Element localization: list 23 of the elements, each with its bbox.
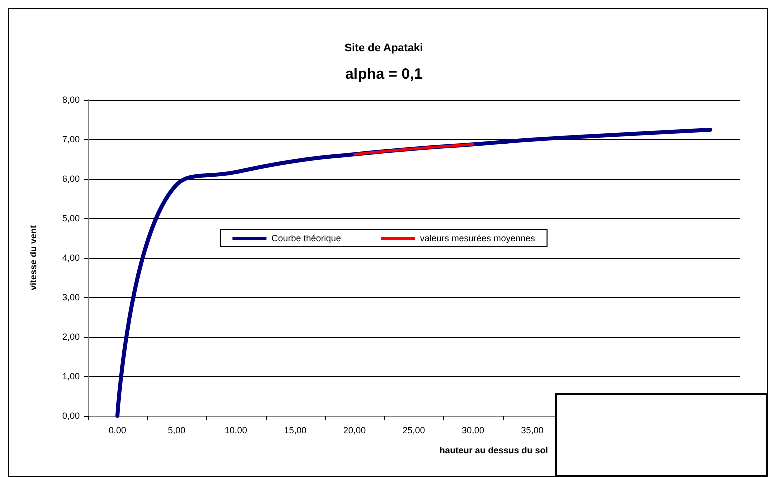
chart-title: Site de Apataki: [344, 42, 424, 54]
x-tick-label: 25,00: [402, 426, 426, 436]
chart-subtitle: alpha = 0,1: [345, 66, 423, 83]
y-tick-label: 4,00: [62, 253, 80, 263]
y-axis-title: vitesse du vent: [28, 225, 38, 291]
y-tick-label: 1,00: [62, 372, 80, 382]
y-tick-label: 0,00: [62, 411, 80, 421]
y-tick-label: 8,00: [62, 95, 80, 105]
x-tick-label: 20,00: [343, 426, 366, 436]
x-tick-label: 0,00: [108, 426, 126, 436]
x-tick-label: 30,00: [462, 426, 485, 436]
x-axis-title: hauteur au dessus du sol: [440, 446, 548, 456]
y-tick-label: 6,00: [62, 174, 80, 184]
x-tick-label: 15,00: [284, 426, 307, 436]
y-tick-label: 5,00: [62, 214, 80, 224]
y-tick-label: 3,00: [62, 292, 80, 302]
legend-label: Courbe théorique: [272, 234, 342, 244]
legend-label: valeurs mesurées moyennes: [420, 234, 536, 244]
y-tick-label: 7,00: [62, 134, 80, 144]
x-tick-label: 5,00: [168, 426, 186, 436]
x-tick-label: 35,00: [521, 426, 544, 436]
x-tick-label: 10,00: [224, 426, 248, 436]
y-tick-label: 2,00: [62, 332, 80, 342]
